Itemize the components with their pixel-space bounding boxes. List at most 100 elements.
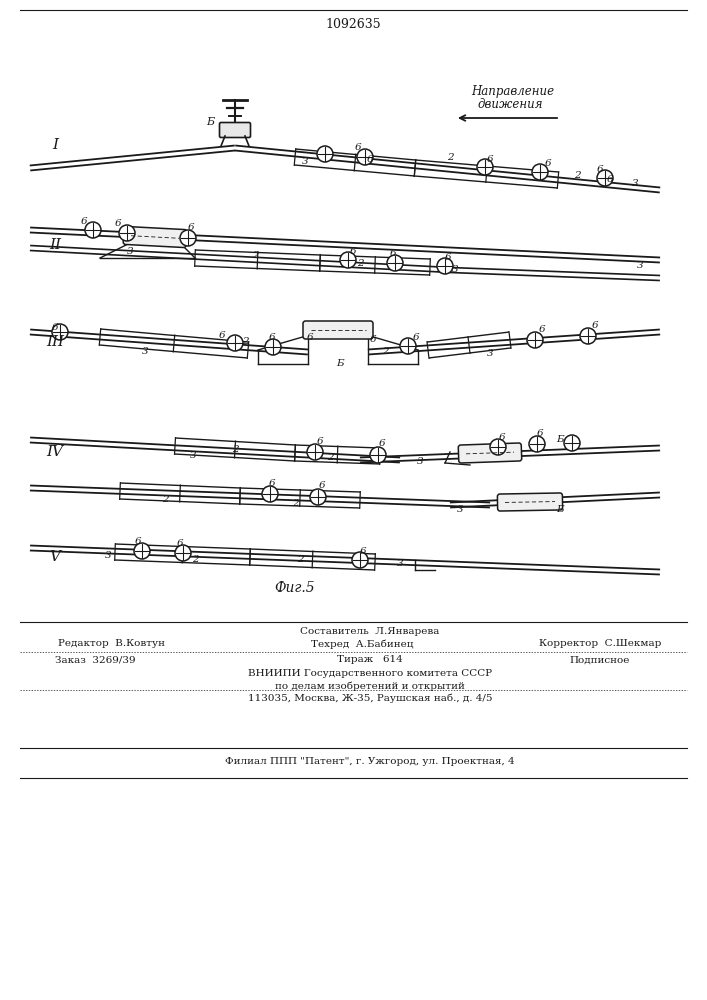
Text: 6: 6 bbox=[355, 143, 361, 152]
Circle shape bbox=[597, 170, 613, 186]
Text: 3: 3 bbox=[105, 552, 111, 560]
Text: 2: 2 bbox=[192, 556, 198, 564]
Text: 6: 6 bbox=[81, 218, 87, 227]
Text: 6: 6 bbox=[445, 252, 451, 261]
Text: по делам изобретений и открытий: по делам изобретений и открытий bbox=[275, 681, 465, 691]
Text: Техред  А.Бабинец: Техред А.Бабинец bbox=[311, 639, 414, 649]
Text: 2: 2 bbox=[252, 251, 258, 260]
Text: Б: Б bbox=[337, 359, 344, 367]
Text: Составитель  Л.Январева: Составитель Л.Январева bbox=[300, 626, 440, 636]
Circle shape bbox=[175, 545, 191, 561]
Text: Редактор  В.Ковтун: Редактор В.Ковтун bbox=[59, 640, 165, 648]
Text: 6: 6 bbox=[537, 428, 543, 438]
Text: 6: 6 bbox=[597, 165, 603, 174]
Circle shape bbox=[437, 258, 453, 274]
Text: 2: 2 bbox=[573, 170, 580, 180]
Text: Корректор  С.Шекмар: Корректор С.Шекмар bbox=[539, 640, 661, 648]
Text: 6: 6 bbox=[269, 334, 275, 342]
Text: 2: 2 bbox=[242, 338, 248, 347]
Circle shape bbox=[477, 159, 493, 175]
Text: 3: 3 bbox=[127, 247, 134, 256]
Circle shape bbox=[227, 335, 243, 351]
Circle shape bbox=[352, 552, 368, 568]
Text: 3: 3 bbox=[416, 458, 423, 466]
FancyBboxPatch shape bbox=[123, 226, 187, 248]
Text: 2: 2 bbox=[297, 556, 303, 564]
Text: Филиал ППП "Патент", г. Ужгород, ул. Проектная, 4: Филиал ППП "Патент", г. Ужгород, ул. Про… bbox=[226, 758, 515, 766]
Text: 6: 6 bbox=[379, 440, 385, 448]
Circle shape bbox=[580, 328, 596, 344]
Text: 2: 2 bbox=[232, 446, 238, 454]
Text: 6: 6 bbox=[187, 223, 194, 232]
Circle shape bbox=[52, 324, 68, 340]
Text: 3: 3 bbox=[637, 261, 643, 270]
Text: Подписное: Подписное bbox=[570, 656, 630, 664]
Text: Фиг.5: Фиг.5 bbox=[275, 581, 315, 595]
Text: II: II bbox=[49, 238, 61, 252]
Circle shape bbox=[262, 486, 278, 502]
FancyBboxPatch shape bbox=[498, 493, 563, 511]
Circle shape bbox=[265, 339, 281, 355]
Text: 2: 2 bbox=[382, 348, 388, 357]
Text: 6: 6 bbox=[367, 155, 373, 164]
Circle shape bbox=[119, 225, 135, 241]
Circle shape bbox=[387, 255, 403, 271]
Text: 3: 3 bbox=[457, 506, 463, 514]
Circle shape bbox=[307, 444, 323, 460]
Text: 3: 3 bbox=[141, 348, 148, 357]
FancyBboxPatch shape bbox=[458, 443, 522, 463]
Text: 6: 6 bbox=[390, 249, 397, 258]
Circle shape bbox=[529, 436, 545, 452]
Text: 6: 6 bbox=[52, 322, 58, 332]
Text: 113035, Москва, Ж-35, Раушская наб., д. 4/5: 113035, Москва, Ж-35, Раушская наб., д. … bbox=[247, 693, 492, 703]
Circle shape bbox=[340, 252, 356, 268]
Text: 3: 3 bbox=[189, 450, 197, 460]
Text: 6: 6 bbox=[317, 438, 323, 446]
Circle shape bbox=[317, 146, 333, 162]
Text: 1092635: 1092635 bbox=[325, 18, 381, 31]
Text: 6: 6 bbox=[135, 536, 141, 546]
FancyBboxPatch shape bbox=[303, 321, 373, 339]
Text: движения: движения bbox=[477, 99, 543, 111]
Text: III: III bbox=[46, 335, 64, 349]
Text: 6: 6 bbox=[307, 334, 313, 342]
Text: 6: 6 bbox=[539, 326, 545, 334]
Text: Направление: Направление bbox=[472, 86, 554, 99]
Text: 6: 6 bbox=[115, 220, 122, 229]
Text: 6: 6 bbox=[360, 546, 366, 556]
Circle shape bbox=[180, 230, 196, 246]
Text: 3: 3 bbox=[397, 558, 403, 568]
Text: 6: 6 bbox=[486, 154, 493, 163]
Text: 6: 6 bbox=[370, 336, 376, 344]
Text: 6: 6 bbox=[319, 482, 325, 490]
Text: 2: 2 bbox=[162, 495, 168, 504]
Circle shape bbox=[564, 435, 580, 451]
Text: Б: Б bbox=[556, 436, 563, 444]
Text: I: I bbox=[52, 138, 58, 152]
Circle shape bbox=[370, 447, 386, 463]
Circle shape bbox=[527, 332, 543, 348]
Circle shape bbox=[490, 439, 506, 455]
Text: 6: 6 bbox=[350, 247, 356, 256]
Text: 3: 3 bbox=[486, 350, 493, 359]
Text: 3: 3 bbox=[631, 180, 638, 188]
Circle shape bbox=[400, 338, 416, 354]
Text: 6: 6 bbox=[218, 330, 226, 340]
Text: 2: 2 bbox=[447, 153, 453, 162]
Text: 6: 6 bbox=[498, 432, 506, 442]
Text: 6: 6 bbox=[177, 538, 183, 548]
Text: Б: Б bbox=[556, 506, 563, 514]
Text: V: V bbox=[49, 550, 61, 564]
Text: Тираж   614: Тираж 614 bbox=[337, 656, 403, 664]
Circle shape bbox=[532, 164, 548, 180]
Text: 6: 6 bbox=[544, 159, 551, 168]
Text: Заказ  3269/39: Заказ 3269/39 bbox=[54, 656, 135, 664]
Circle shape bbox=[85, 222, 101, 238]
FancyBboxPatch shape bbox=[219, 122, 250, 137]
Text: 3: 3 bbox=[452, 265, 458, 274]
Text: 6: 6 bbox=[592, 322, 598, 330]
Text: 6: 6 bbox=[269, 480, 275, 488]
Text: 3: 3 bbox=[302, 157, 308, 166]
Circle shape bbox=[134, 543, 150, 559]
Text: 6: 6 bbox=[607, 176, 613, 184]
